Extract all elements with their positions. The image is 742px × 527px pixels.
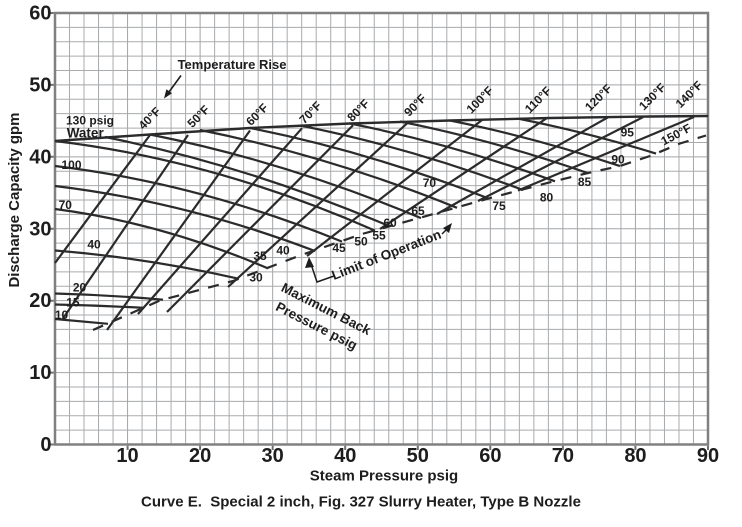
svg-text:10: 10 — [29, 362, 51, 384]
svg-text:90: 90 — [697, 445, 719, 467]
svg-text:30: 30 — [29, 218, 51, 240]
svg-text:60: 60 — [383, 216, 397, 230]
svg-text:0: 0 — [40, 434, 51, 456]
svg-text:50: 50 — [29, 74, 51, 96]
svg-text:85: 85 — [578, 175, 592, 189]
svg-text:65: 65 — [411, 204, 425, 218]
svg-text:70: 70 — [59, 198, 73, 212]
svg-text:40: 40 — [29, 146, 51, 168]
svg-text:95: 95 — [621, 126, 635, 140]
svg-text:40: 40 — [334, 445, 356, 467]
svg-text:40: 40 — [87, 238, 101, 252]
svg-text:15: 15 — [66, 296, 80, 310]
svg-text:80: 80 — [540, 191, 554, 205]
svg-text:75: 75 — [492, 199, 506, 213]
svg-text:100: 100 — [61, 158, 81, 172]
svg-text:130 psig: 130 psig — [66, 113, 114, 127]
svg-text:10: 10 — [116, 445, 138, 467]
svg-text:50: 50 — [354, 235, 368, 249]
svg-text:Curve E. Special 2 inch, Fig.: Curve E. Special 2 inch, Fig. 327 Slurry… — [141, 494, 581, 511]
svg-text:60: 60 — [479, 445, 501, 467]
svg-text:20: 20 — [73, 281, 87, 295]
svg-text:30: 30 — [249, 271, 263, 285]
svg-text:40: 40 — [276, 244, 290, 258]
svg-text:70: 70 — [423, 176, 437, 190]
svg-text:50: 50 — [407, 445, 429, 467]
svg-text:Discharge Capacity gpm: Discharge Capacity gpm — [6, 112, 23, 287]
svg-text:30: 30 — [262, 445, 284, 467]
svg-text:Temperature Rise: Temperature Rise — [178, 57, 287, 72]
svg-text:55: 55 — [372, 228, 386, 242]
svg-text:10: 10 — [55, 308, 69, 322]
svg-text:20: 20 — [29, 290, 51, 312]
svg-text:60: 60 — [29, 3, 51, 25]
svg-text:90: 90 — [611, 152, 625, 166]
svg-text:Steam Pressure psig: Steam Pressure psig — [310, 468, 458, 485]
svg-text:70: 70 — [552, 445, 574, 467]
svg-text:20: 20 — [189, 445, 211, 467]
svg-text:35: 35 — [253, 249, 267, 263]
svg-text:80: 80 — [624, 445, 646, 467]
svg-text:Water: Water — [67, 126, 105, 141]
svg-text:45: 45 — [332, 241, 346, 255]
